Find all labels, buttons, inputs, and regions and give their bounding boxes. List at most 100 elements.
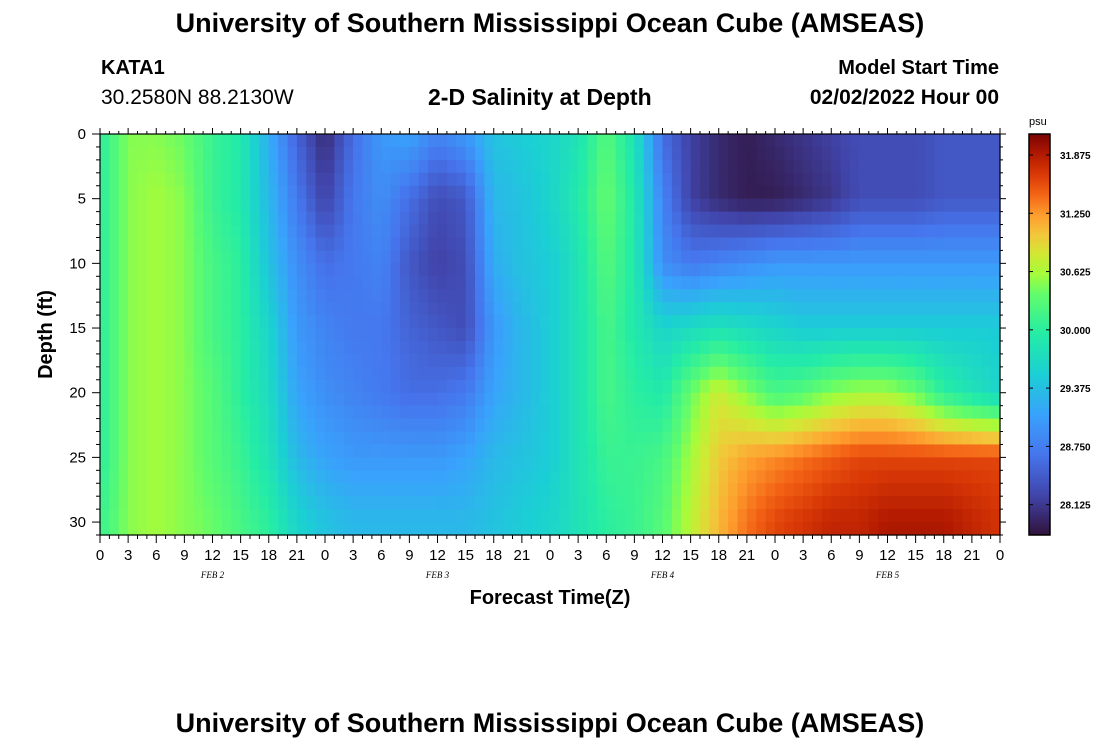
heatmap-cell	[493, 146, 504, 161]
heatmap-cell	[428, 444, 439, 458]
heatmap-cell	[118, 483, 129, 497]
heatmap-cell	[756, 483, 767, 497]
heatmap-cell	[568, 134, 579, 148]
heatmap-cell	[615, 340, 626, 355]
heatmap-cell	[531, 405, 542, 420]
heatmap-cell	[700, 340, 710, 355]
heatmap-cell	[568, 483, 579, 497]
heatmap-cell	[315, 431, 326, 446]
heatmap-cell	[503, 509, 514, 523]
heatmap-cell	[484, 509, 495, 523]
heatmap-cell	[746, 289, 757, 303]
heatmap-cell	[775, 379, 785, 394]
heatmap-cell	[925, 302, 935, 316]
heatmap-cell	[146, 289, 157, 303]
heatmap-cell	[296, 159, 307, 174]
heatmap-cell	[362, 237, 373, 252]
heatmap-cell	[615, 276, 626, 290]
heatmap-cell	[296, 483, 307, 497]
heatmap-cell	[559, 340, 570, 355]
heatmap-cell	[681, 444, 692, 458]
heatmap-cell	[212, 315, 223, 329]
heatmap-cell	[390, 159, 401, 174]
heatmap-cell	[259, 134, 270, 148]
x-tick-label: 6	[377, 547, 385, 564]
heatmap-cell	[990, 198, 1001, 213]
heatmap-cell	[118, 224, 129, 239]
heatmap-cell	[100, 276, 110, 290]
heatmap-cell	[775, 431, 785, 446]
heatmap-cell	[981, 276, 992, 290]
heatmap-cell	[128, 483, 139, 497]
heatmap-cell	[681, 159, 692, 174]
heatmap-cell	[184, 237, 195, 252]
heatmap-cell	[540, 224, 551, 239]
heatmap-cell	[887, 470, 898, 484]
heatmap-cell	[250, 353, 260, 368]
heatmap-cell	[934, 159, 945, 174]
heatmap-cell	[231, 444, 242, 458]
heatmap-cell	[943, 185, 954, 200]
heatmap-cell	[231, 250, 242, 264]
heatmap-cell	[615, 159, 626, 174]
heatmap-cell	[521, 185, 532, 200]
heatmap-cell	[315, 302, 326, 316]
heatmap-cell	[381, 134, 392, 148]
heatmap-cell	[550, 431, 560, 446]
heatmap-cell	[596, 457, 607, 471]
heatmap-cell	[240, 237, 251, 252]
heatmap-cell	[193, 353, 204, 368]
heatmap-cell	[821, 431, 832, 446]
heatmap-cell	[325, 444, 335, 458]
heatmap-cell	[850, 444, 860, 458]
heatmap-cell	[137, 379, 148, 394]
heatmap-cell	[100, 431, 110, 446]
heatmap-cell	[418, 185, 429, 200]
heatmap-cell	[671, 185, 682, 200]
heatmap-cell	[690, 250, 701, 264]
heatmap-cell	[484, 237, 495, 252]
heatmap-cell	[559, 392, 570, 407]
heatmap-cell	[465, 431, 476, 446]
heatmap-cell	[118, 392, 129, 407]
heatmap-cell	[118, 431, 129, 446]
heatmap-cell	[484, 353, 495, 368]
heatmap-cell	[596, 522, 607, 536]
heatmap-cell	[315, 496, 326, 510]
heatmap-cell	[165, 470, 176, 484]
heatmap-cell	[709, 470, 720, 484]
heatmap-cell	[709, 276, 720, 290]
heatmap-cell	[737, 457, 748, 471]
heatmap-cell	[737, 289, 748, 303]
heatmap-cell	[906, 340, 917, 355]
heatmap-cell	[306, 483, 317, 497]
heatmap-cell	[634, 431, 645, 446]
heatmap-cell	[231, 522, 242, 536]
heatmap-cell	[240, 198, 251, 213]
heatmap-cell	[962, 379, 973, 394]
heatmap-cell	[381, 224, 392, 239]
heatmap-cell	[231, 302, 242, 316]
heatmap-cell	[428, 276, 439, 290]
heatmap-cell	[859, 405, 870, 420]
heatmap-cell	[821, 366, 832, 381]
heatmap-cell	[615, 392, 626, 407]
heatmap-cell	[625, 457, 635, 471]
heatmap-cell	[278, 366, 289, 381]
heatmap-cell	[118, 457, 129, 471]
heatmap-cell	[446, 134, 457, 148]
heatmap-cell	[184, 418, 195, 433]
heatmap-cell	[709, 483, 720, 497]
heatmap-cell	[531, 353, 542, 368]
heatmap-cell	[390, 328, 401, 342]
heatmap-cell	[775, 250, 785, 264]
heatmap-cell	[465, 172, 476, 187]
heatmap-cell	[878, 379, 889, 394]
heatmap-cell	[418, 392, 429, 407]
heatmap-cell	[765, 315, 776, 329]
heatmap-cell	[128, 250, 139, 264]
heatmap-cell	[915, 315, 926, 329]
heatmap-cell	[718, 159, 729, 174]
heatmap-cell	[446, 509, 457, 523]
heatmap-cell	[775, 353, 785, 368]
